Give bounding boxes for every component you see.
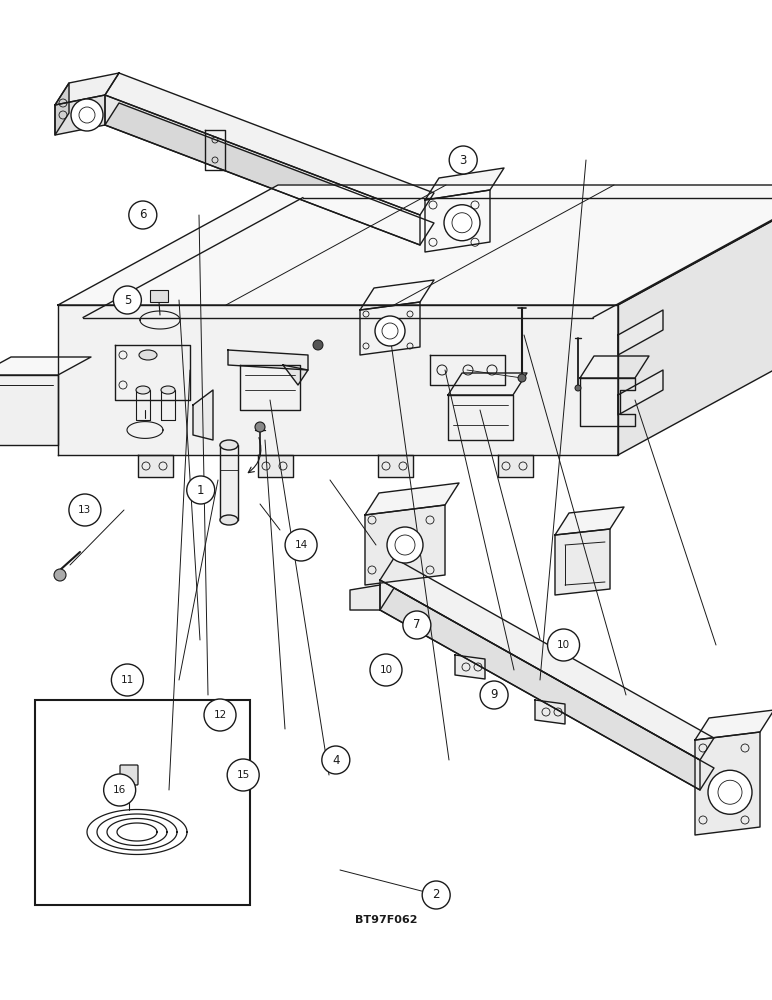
Text: 4: 4 (332, 754, 340, 766)
Text: 12: 12 (213, 710, 227, 720)
Circle shape (113, 286, 141, 314)
Polygon shape (430, 355, 505, 385)
Text: 2: 2 (432, 888, 440, 902)
FancyBboxPatch shape (120, 765, 138, 785)
Polygon shape (55, 83, 69, 135)
Text: 6: 6 (139, 209, 147, 222)
Bar (150, 290, 168, 302)
Polygon shape (360, 302, 420, 355)
Text: 15: 15 (236, 770, 250, 780)
Polygon shape (365, 483, 459, 515)
Text: 3: 3 (459, 153, 467, 166)
Circle shape (322, 746, 350, 774)
Polygon shape (360, 280, 434, 310)
Polygon shape (618, 370, 663, 415)
Text: BT97F062: BT97F062 (355, 915, 417, 925)
Circle shape (187, 476, 215, 504)
Circle shape (518, 374, 526, 382)
Text: 11: 11 (120, 675, 134, 685)
Polygon shape (580, 378, 635, 426)
Polygon shape (138, 455, 173, 477)
Polygon shape (448, 373, 527, 395)
Polygon shape (695, 732, 760, 835)
Polygon shape (105, 73, 434, 215)
Polygon shape (240, 365, 300, 410)
Circle shape (111, 664, 144, 696)
Circle shape (403, 611, 431, 639)
Polygon shape (498, 455, 533, 477)
Ellipse shape (136, 386, 150, 394)
Circle shape (313, 340, 323, 350)
Circle shape (285, 529, 317, 561)
Polygon shape (58, 185, 772, 305)
Polygon shape (425, 190, 490, 252)
Text: 10: 10 (557, 640, 571, 650)
Polygon shape (425, 168, 504, 200)
Circle shape (375, 316, 405, 346)
Circle shape (480, 681, 508, 709)
Polygon shape (115, 345, 190, 400)
Text: 9: 9 (490, 688, 498, 702)
Circle shape (708, 770, 752, 814)
Text: 7: 7 (413, 618, 421, 632)
Circle shape (69, 494, 101, 526)
Polygon shape (365, 505, 445, 585)
Polygon shape (618, 310, 663, 355)
Circle shape (71, 99, 103, 131)
Circle shape (129, 201, 157, 229)
Polygon shape (350, 585, 380, 610)
Circle shape (547, 629, 580, 661)
Polygon shape (580, 356, 649, 378)
Circle shape (204, 699, 236, 731)
Polygon shape (380, 558, 714, 760)
Circle shape (255, 422, 265, 432)
Polygon shape (228, 350, 308, 370)
Polygon shape (105, 103, 434, 245)
Polygon shape (555, 529, 610, 595)
Ellipse shape (161, 386, 175, 394)
Ellipse shape (220, 515, 238, 525)
Text: 16: 16 (113, 785, 127, 795)
Polygon shape (283, 365, 308, 385)
Circle shape (227, 759, 259, 791)
Polygon shape (535, 700, 565, 724)
Circle shape (54, 569, 66, 581)
Polygon shape (55, 73, 119, 105)
Polygon shape (380, 588, 714, 790)
Ellipse shape (139, 350, 157, 360)
Text: 10: 10 (379, 665, 393, 675)
Circle shape (444, 205, 480, 241)
Polygon shape (555, 507, 624, 535)
Circle shape (370, 654, 402, 686)
Polygon shape (0, 375, 58, 445)
Polygon shape (58, 305, 618, 455)
Polygon shape (378, 455, 413, 477)
Polygon shape (448, 395, 513, 440)
Polygon shape (695, 710, 772, 740)
Bar (35, 700, 250, 905)
Text: 13: 13 (78, 505, 92, 515)
Circle shape (103, 774, 136, 806)
Text: 5: 5 (124, 294, 131, 306)
Circle shape (387, 527, 423, 563)
Circle shape (449, 146, 477, 174)
Circle shape (422, 881, 450, 909)
Polygon shape (618, 185, 772, 455)
Polygon shape (220, 445, 238, 520)
Polygon shape (193, 390, 213, 440)
Circle shape (575, 385, 581, 391)
Text: 14: 14 (294, 540, 308, 550)
Polygon shape (380, 580, 700, 790)
Text: 1: 1 (197, 484, 205, 496)
Polygon shape (55, 95, 105, 135)
Polygon shape (105, 95, 420, 245)
Polygon shape (455, 655, 485, 679)
Polygon shape (258, 455, 293, 477)
Polygon shape (0, 357, 91, 375)
Ellipse shape (220, 440, 238, 450)
